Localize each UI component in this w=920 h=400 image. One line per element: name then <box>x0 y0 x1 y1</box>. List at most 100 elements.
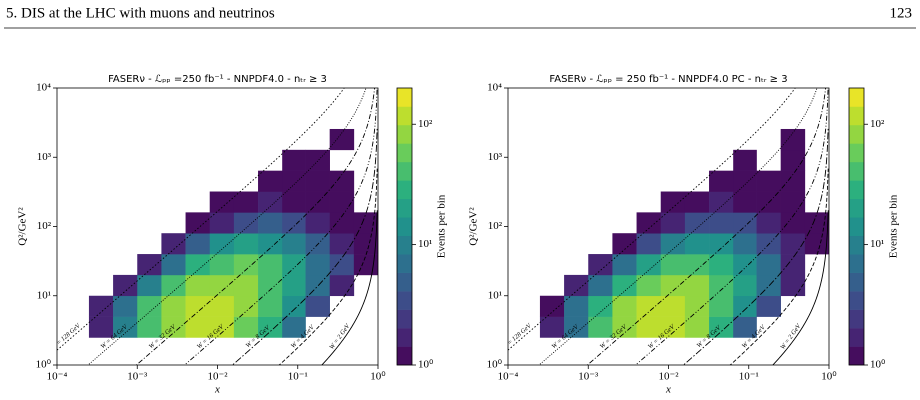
colorbar-level <box>397 254 412 273</box>
x-tick-label: 10⁻¹ <box>739 371 759 383</box>
heat-cell <box>282 170 306 192</box>
heat-cell <box>660 274 686 297</box>
heat-cell <box>305 212 330 234</box>
colorbar-level <box>849 106 864 126</box>
heat-cell <box>329 191 355 213</box>
heat-cell <box>612 233 637 255</box>
heat-cell <box>305 149 330 171</box>
heat-cell <box>88 316 114 338</box>
heat-cell <box>660 295 686 317</box>
colorbar-level <box>397 309 412 329</box>
section-title: 5. DIS at the LHC with muons and neutrin… <box>6 5 275 21</box>
colorbar-level <box>397 198 412 218</box>
colorbar-label: Events per bin <box>888 194 900 258</box>
heat-cell <box>780 191 806 213</box>
heat-cell <box>233 212 259 234</box>
heat-cell <box>660 316 686 338</box>
heat-cell <box>684 274 710 297</box>
x-tick-label: 10⁻² <box>658 371 679 383</box>
heat-cell <box>258 274 283 297</box>
heat-cell <box>258 191 283 213</box>
page-number: 123 <box>890 5 913 21</box>
w-curve <box>508 88 796 351</box>
heat-cell <box>113 274 138 297</box>
colorbar-level <box>849 124 864 144</box>
heat-cell <box>733 295 757 317</box>
heat-cell <box>137 274 162 297</box>
heat-cell <box>780 212 806 234</box>
heat-cell <box>709 233 734 255</box>
heat-cell <box>282 233 306 255</box>
heat-cell <box>733 316 757 338</box>
x-tick-label: 10⁰ <box>370 371 386 383</box>
heat-cell <box>258 233 283 255</box>
heat-cell <box>305 254 330 276</box>
chart-title: FASERν - ℒₚₚ =250 fb⁻¹ - NNPDF4.0 - nₜᵣ … <box>108 74 327 85</box>
heat-cell <box>780 274 806 297</box>
heat-cell <box>733 233 757 255</box>
heat-cell <box>233 233 259 255</box>
heat-cell <box>137 295 162 317</box>
heat-cell <box>161 254 186 276</box>
heat-cell <box>329 233 355 255</box>
colorbar-level <box>397 180 412 200</box>
heat-cell <box>780 170 806 192</box>
y-tick-label: 10¹ <box>488 289 502 301</box>
colorbar-level <box>849 198 864 218</box>
heat-cell <box>588 274 613 297</box>
heat-cell <box>636 274 662 297</box>
heat-cell <box>660 212 686 234</box>
x-axis-label: x <box>665 384 671 396</box>
colorbar-tick-label: 10⁰ <box>418 359 434 371</box>
colorbar-level <box>849 309 864 329</box>
heat-cell <box>709 295 734 317</box>
heat-cell <box>209 295 235 317</box>
heat-cell <box>780 128 806 151</box>
heat-cell <box>209 212 235 234</box>
heat-cell <box>305 295 330 317</box>
colorbar-level <box>849 180 864 200</box>
heat-cell <box>282 274 306 297</box>
heat-cell <box>233 316 259 338</box>
x-tick-label: 10⁻³ <box>127 371 148 383</box>
colorbar-level <box>849 291 864 310</box>
heat-cell <box>282 316 306 338</box>
heat-cell <box>329 212 355 234</box>
heat-cell <box>564 295 589 317</box>
heat-cell <box>612 274 637 297</box>
colorbar-level <box>397 291 412 310</box>
colorbar-level <box>849 161 864 181</box>
heat-cell <box>636 254 662 276</box>
colorbar-level <box>849 328 864 347</box>
colorbar-level <box>397 88 412 107</box>
heat-cell <box>684 233 710 255</box>
x-tick-label: 10⁻⁴ <box>47 371 68 383</box>
heat-cell <box>780 254 806 276</box>
colorbar-tick-label: 10⁰ <box>870 359 886 371</box>
plot-area: W = 128 GeV W = 64 GeV W = 32 GeV W = 16 Ge… <box>508 88 829 365</box>
colorbar-label: Events per bin <box>436 194 448 258</box>
colorbar-level <box>397 106 412 126</box>
heat-cell <box>137 254 162 276</box>
heat-cell <box>756 212 781 234</box>
colorbar-level <box>849 217 864 237</box>
heat-cell <box>539 316 565 338</box>
heat-cell <box>588 316 613 338</box>
heat-cell <box>684 212 710 234</box>
colorbar-frame <box>848 87 865 366</box>
w-curve <box>135 88 376 365</box>
heat-cell <box>185 274 211 297</box>
heat-cell <box>564 316 589 338</box>
colorbar-tick-label: 10¹ <box>418 238 432 250</box>
heat-cell <box>709 254 734 276</box>
heat-cell <box>756 274 781 297</box>
colorbar-level <box>397 161 412 181</box>
heat-cell <box>684 295 710 317</box>
heat-cell <box>258 295 283 317</box>
heat-cell <box>258 170 283 192</box>
y-tick-label: 10¹ <box>37 289 51 301</box>
heat-cell <box>209 233 235 255</box>
heat-cell <box>185 295 211 317</box>
colorbar-level <box>397 272 412 292</box>
